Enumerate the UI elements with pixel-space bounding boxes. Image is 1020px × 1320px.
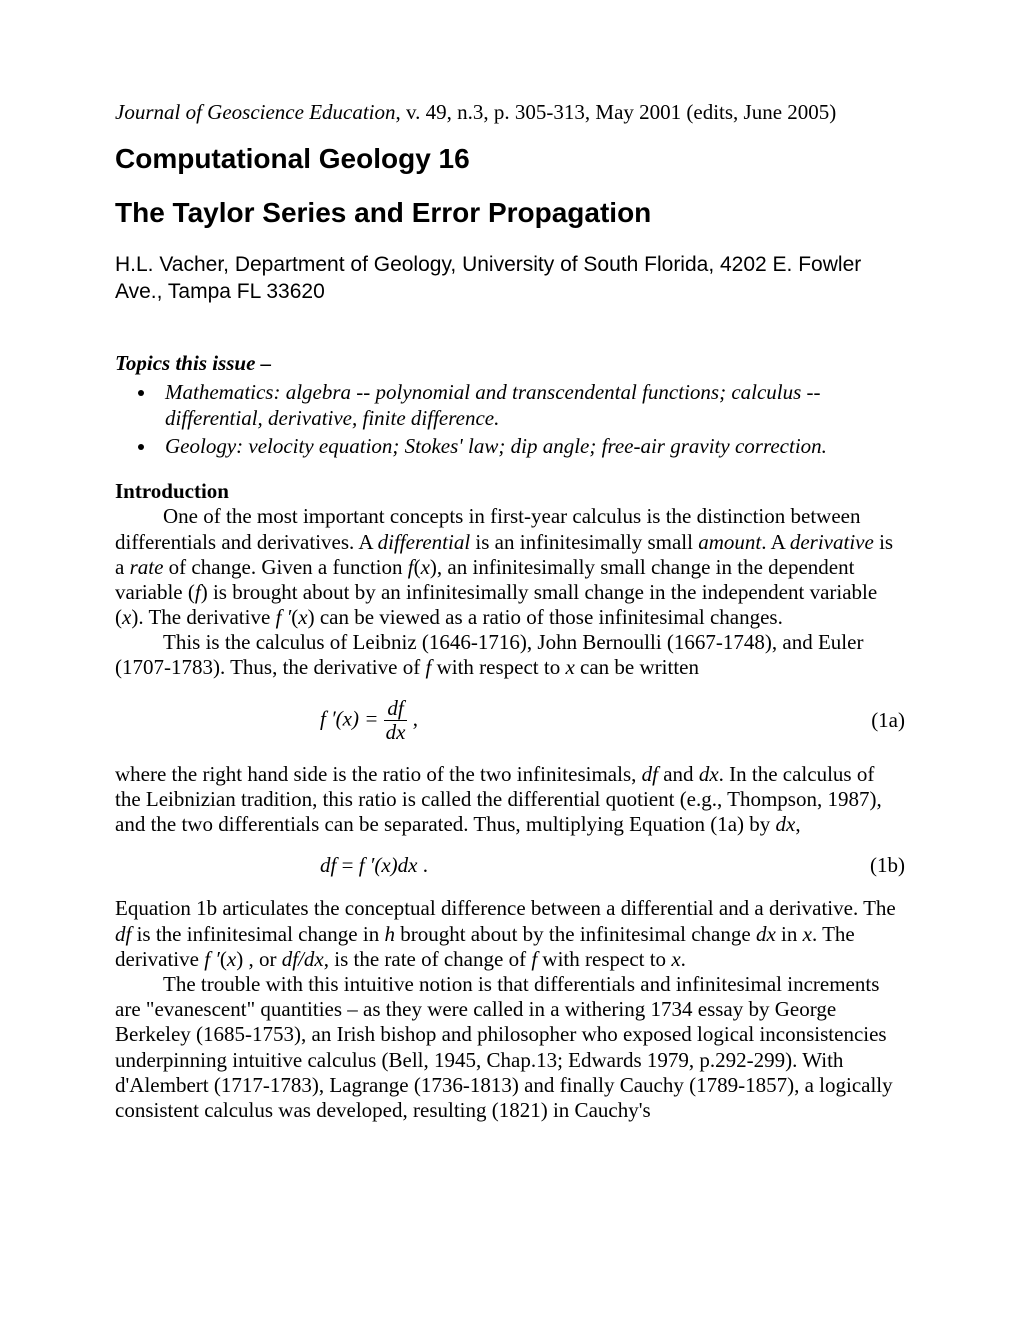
paragraph: where the right hand side is the ratio o… [115, 762, 905, 838]
journal-title: Journal of Geoscience Education [115, 100, 396, 124]
section-header-introduction: Introduction [115, 479, 905, 504]
equation-label: (1b) [845, 853, 905, 878]
equation-body: df = f ′(x)dx . [320, 853, 845, 878]
equation-label: (1a) [845, 708, 905, 733]
topic-item: Mathematics: algebra -- polynomial and t… [157, 379, 905, 432]
paragraph: The trouble with this intuitive notion i… [115, 972, 905, 1123]
equation-1b: df = f ′(x)dx . (1b) [115, 853, 905, 878]
article-title: The Taylor Series and Error Propagation [115, 197, 905, 229]
series-heading: Computational Geology 16 [115, 143, 905, 175]
author-affiliation: H.L. Vacher, Department of Geology, Univ… [115, 251, 905, 306]
topic-item: Geology: velocity equation; Stokes' law;… [157, 433, 905, 459]
paragraph: Equation 1b articulates the conceptual d… [115, 896, 905, 972]
topics-list: Mathematics: algebra -- polynomial and t… [115, 379, 905, 460]
equation-body: f ′(x) = dfdx , [320, 697, 845, 744]
paragraph: One of the most important concepts in fi… [115, 504, 905, 630]
journal-citation: , v. 49, n.3, p. 305-313, May 2001 (edit… [396, 100, 837, 124]
paragraph: This is the calculus of Leibniz (1646-17… [115, 630, 905, 680]
topics-header: Topics this issue – [115, 351, 905, 376]
journal-reference: Journal of Geoscience Education, v. 49, … [115, 100, 905, 125]
equation-1a: f ′(x) = dfdx , (1a) [115, 697, 905, 744]
